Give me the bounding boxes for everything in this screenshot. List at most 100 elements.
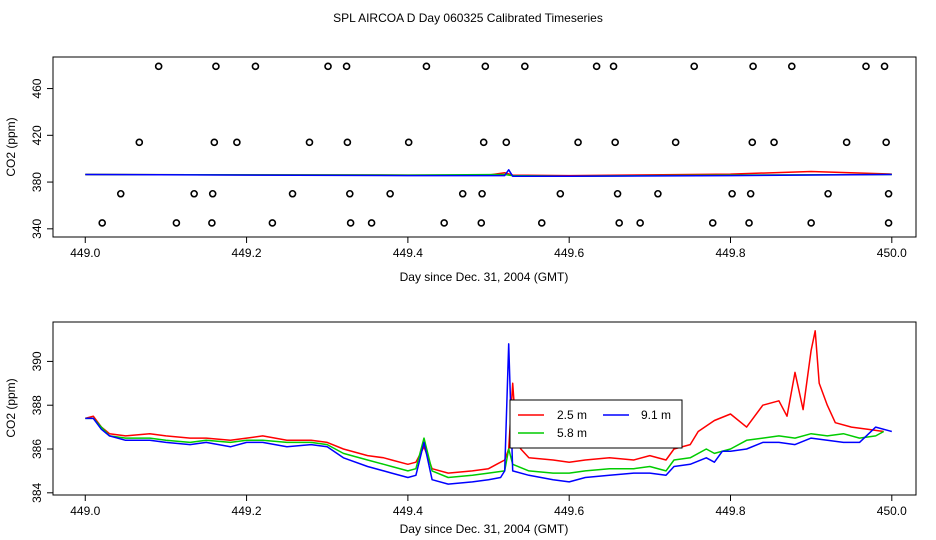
y-axis: 384 386 388 390 — [30, 351, 53, 503]
x-tick-label: 449.6 — [554, 504, 584, 518]
calibration-point — [728, 189, 736, 198]
calibration-point — [116, 189, 125, 198]
x-axis: 449.0 449.2 449.4 449.6 449.8 450.0 — [70, 495, 907, 518]
x-tick-label: 449.0 — [70, 246, 100, 260]
calibration-point — [748, 138, 757, 147]
calibration-point — [305, 138, 314, 147]
x-tick-label: 449.8 — [715, 504, 745, 518]
y-tick-label: 390 — [30, 351, 44, 371]
y-axis-label: CO2 (ppm) — [4, 117, 18, 176]
calibration-point — [502, 138, 511, 147]
y-tick-label: 386 — [30, 439, 44, 459]
calibration-point — [477, 219, 486, 227]
calibration-point — [613, 189, 622, 198]
plot-frame — [52, 321, 917, 496]
calibration-point — [440, 219, 448, 227]
y-tick-label: 340 — [30, 218, 44, 238]
calibration-point — [210, 138, 219, 147]
calibration-point — [807, 219, 815, 227]
x-tick-label: 449.2 — [232, 504, 262, 518]
calibration-point — [862, 62, 870, 71]
calibration-point — [842, 138, 851, 147]
calibration-point — [422, 62, 431, 71]
x-tick-label: 449.6 — [554, 246, 584, 260]
calibration-point — [479, 138, 488, 147]
plot-frame — [52, 56, 917, 238]
calibration-point — [208, 189, 217, 198]
calibration-point — [884, 189, 893, 198]
calibration-point — [521, 62, 529, 71]
calibration-point — [690, 62, 699, 71]
timeseries-panel: 449.0 449.2 449.4 449.6 449.8 450.0 384 386 388… — [4, 321, 917, 536]
calibration-point — [556, 189, 565, 198]
calibration-point — [481, 62, 490, 71]
calibration-point — [342, 62, 351, 71]
calibration-point — [671, 138, 680, 147]
legend-box — [509, 399, 683, 449]
co2-series — [85, 330, 892, 485]
x-axis-label: Day since Dec. 31, 2004 (GMT) — [400, 270, 569, 284]
x-tick-label: 449.8 — [715, 246, 745, 260]
calibration-point — [537, 219, 546, 227]
calibration-point — [615, 219, 623, 227]
y-axis: 340 380 420 460 — [30, 78, 53, 239]
calibration-point — [386, 189, 394, 198]
calibration-point — [324, 62, 332, 71]
calibration-point — [98, 219, 106, 227]
calibration-point — [824, 189, 832, 198]
x-tick-label: 449.0 — [70, 504, 100, 518]
series-line-9-1-m — [85, 169, 892, 177]
calibration-point — [884, 219, 893, 227]
calibration-point — [770, 138, 778, 147]
x-tick-label: 450.0 — [877, 504, 907, 518]
calibration-point — [343, 138, 352, 147]
calibration-point — [154, 62, 163, 71]
calibration-point — [233, 138, 241, 147]
legend-label-5-8m: 5.8 m — [557, 426, 587, 440]
calibration-point — [346, 219, 355, 227]
calibration-panel: 449.0 449.2 449.4 449.6 449.8 450.0 340 380 420… — [4, 56, 917, 284]
calibration-point — [268, 219, 277, 227]
calibration-point — [746, 189, 755, 198]
calibration-point — [208, 219, 216, 227]
calibration-point — [190, 189, 198, 198]
series-line-5-8-m — [85, 417, 885, 479]
x-tick-label: 449.4 — [393, 504, 423, 518]
calibration-points — [98, 62, 893, 227]
calibration-point — [592, 62, 601, 71]
calibration-point — [611, 138, 619, 147]
figure-title: SPL AIRCOA D Day 060325 Calibrated Times… — [333, 11, 603, 25]
calibration-point — [135, 138, 144, 147]
series-line-2-5-m — [85, 330, 884, 474]
x-tick-label: 449.4 — [393, 246, 423, 260]
calibration-point — [636, 219, 644, 227]
calibration-point — [251, 62, 260, 71]
calibration-point — [654, 189, 662, 198]
y-tick-label: 380 — [30, 172, 44, 192]
calibration-point — [404, 138, 413, 147]
calibration-point — [478, 189, 486, 198]
calibration-point — [458, 189, 467, 198]
x-tick-label: 449.2 — [232, 246, 262, 260]
calibration-point — [172, 219, 181, 227]
y-tick-label: 384 — [30, 482, 44, 502]
baseline-series — [85, 169, 892, 177]
calibration-point — [745, 219, 753, 227]
series-line-9-1-m — [85, 343, 892, 485]
calibration-point — [787, 62, 796, 71]
legend-label-9-1m: 9.1 m — [641, 408, 671, 422]
y-tick-label: 388 — [30, 395, 44, 415]
x-tick-label: 450.0 — [877, 246, 907, 260]
calibration-point — [574, 138, 582, 147]
calibration-point — [880, 62, 889, 71]
calibration-point — [367, 219, 376, 227]
calibration-point — [708, 219, 717, 227]
y-tick-label: 460 — [30, 78, 44, 98]
y-tick-label: 420 — [30, 125, 44, 145]
legend: 2.5 m 5.8 m 9.1 m — [509, 399, 683, 449]
legend-label-2-5m: 2.5 m — [557, 408, 587, 422]
calibration-point — [882, 138, 890, 147]
x-axis: 449.0 449.2 449.4 449.6 449.8 450.0 — [70, 237, 907, 260]
calibration-point — [749, 62, 757, 71]
